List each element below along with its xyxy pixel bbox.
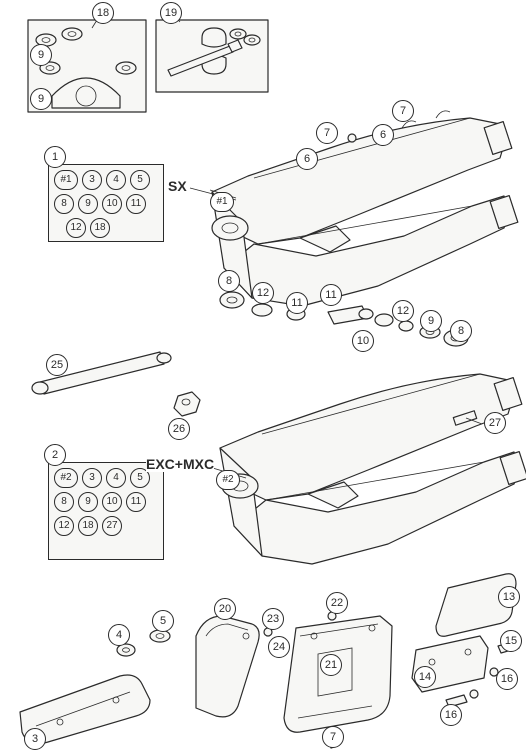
legend2-c9: 18 (78, 516, 98, 536)
legend2-c4: 8 (54, 492, 74, 512)
callout-25: 25 (46, 354, 68, 376)
callout-6b: 6 (372, 124, 394, 146)
callout-26: 26 (168, 418, 190, 440)
legend2-c1: 3 (82, 468, 102, 488)
label-sx: SX (168, 178, 187, 194)
callout-9b: 9 (30, 88, 52, 110)
tag-hash1: #1 (210, 192, 234, 212)
legend2-c0: #2 (54, 468, 78, 488)
callout-9c: 9 (420, 310, 442, 332)
callout-7a: 7 (316, 122, 338, 144)
legend1-c9: 18 (90, 218, 110, 238)
callout-12a: 12 (252, 282, 274, 304)
legend2-c10: 27 (102, 516, 122, 536)
legend2-title: 2 (44, 444, 66, 466)
callout-16a: 16 (496, 668, 518, 690)
callout-9a: 9 (30, 44, 52, 66)
callout-13: 13 (498, 586, 520, 608)
callout-23: 23 (262, 608, 284, 630)
callout-7c: 7 (322, 726, 344, 748)
legend2-c2: 4 (106, 468, 126, 488)
swingarm-exc-mxc (220, 374, 526, 564)
legend1-c7: 11 (126, 194, 146, 214)
legend2-c5: 9 (78, 492, 98, 512)
swingarm-sx (212, 111, 518, 306)
callout-7b: 7 (392, 100, 414, 122)
legend1-title: 1 (44, 146, 66, 168)
guard-21 (284, 616, 392, 732)
callout-8b: 8 (450, 320, 472, 342)
callout-20: 20 (214, 598, 236, 620)
legend1-c1: 3 (82, 170, 102, 190)
label-excmxc: EXC+MXC (146, 456, 214, 472)
legend2-c8: 12 (54, 516, 74, 536)
callout-11a: 11 (286, 292, 308, 314)
callout-27: 27 (484, 412, 506, 434)
callout-22: 22 (326, 592, 348, 614)
legend1-c6: 10 (102, 194, 122, 214)
callout-3: 3 (24, 728, 46, 750)
parts-lineart: .ln{fill:none;stroke:#2b2b2b;stroke-widt… (0, 0, 526, 755)
callout-16b: 16 (440, 704, 462, 726)
legend1-c5: 9 (78, 194, 98, 214)
legend2-c6: 10 (102, 492, 122, 512)
callout-8a: 8 (218, 270, 240, 292)
legend1-c2: 4 (106, 170, 126, 190)
callout-24: 24 (268, 636, 290, 658)
legend1-c4: 8 (54, 194, 74, 214)
callout-15: 15 (500, 630, 522, 652)
callout-4: 4 (108, 624, 130, 646)
callout-6a: 6 (296, 148, 318, 170)
box-19 (156, 20, 268, 92)
callout-10a: 10 (352, 330, 374, 352)
tag-hash2: #2 (216, 470, 240, 490)
legend1-c0: #1 (54, 170, 78, 190)
callout-19: 19 (160, 2, 182, 24)
callout-12b: 12 (392, 300, 414, 322)
callout-18: 18 (92, 2, 114, 24)
legend1-c3: 5 (130, 170, 150, 190)
callout-21: 21 (320, 654, 342, 676)
callout-14: 14 (414, 666, 436, 688)
legend2-c7: 11 (126, 492, 146, 512)
diagram-stage: .ln{fill:none;stroke:#2b2b2b;stroke-widt… (0, 0, 526, 755)
guard-20 (196, 616, 259, 717)
callout-5: 5 (152, 610, 174, 632)
callout-11b: 11 (320, 284, 342, 306)
legend1-c8: 12 (66, 218, 86, 238)
